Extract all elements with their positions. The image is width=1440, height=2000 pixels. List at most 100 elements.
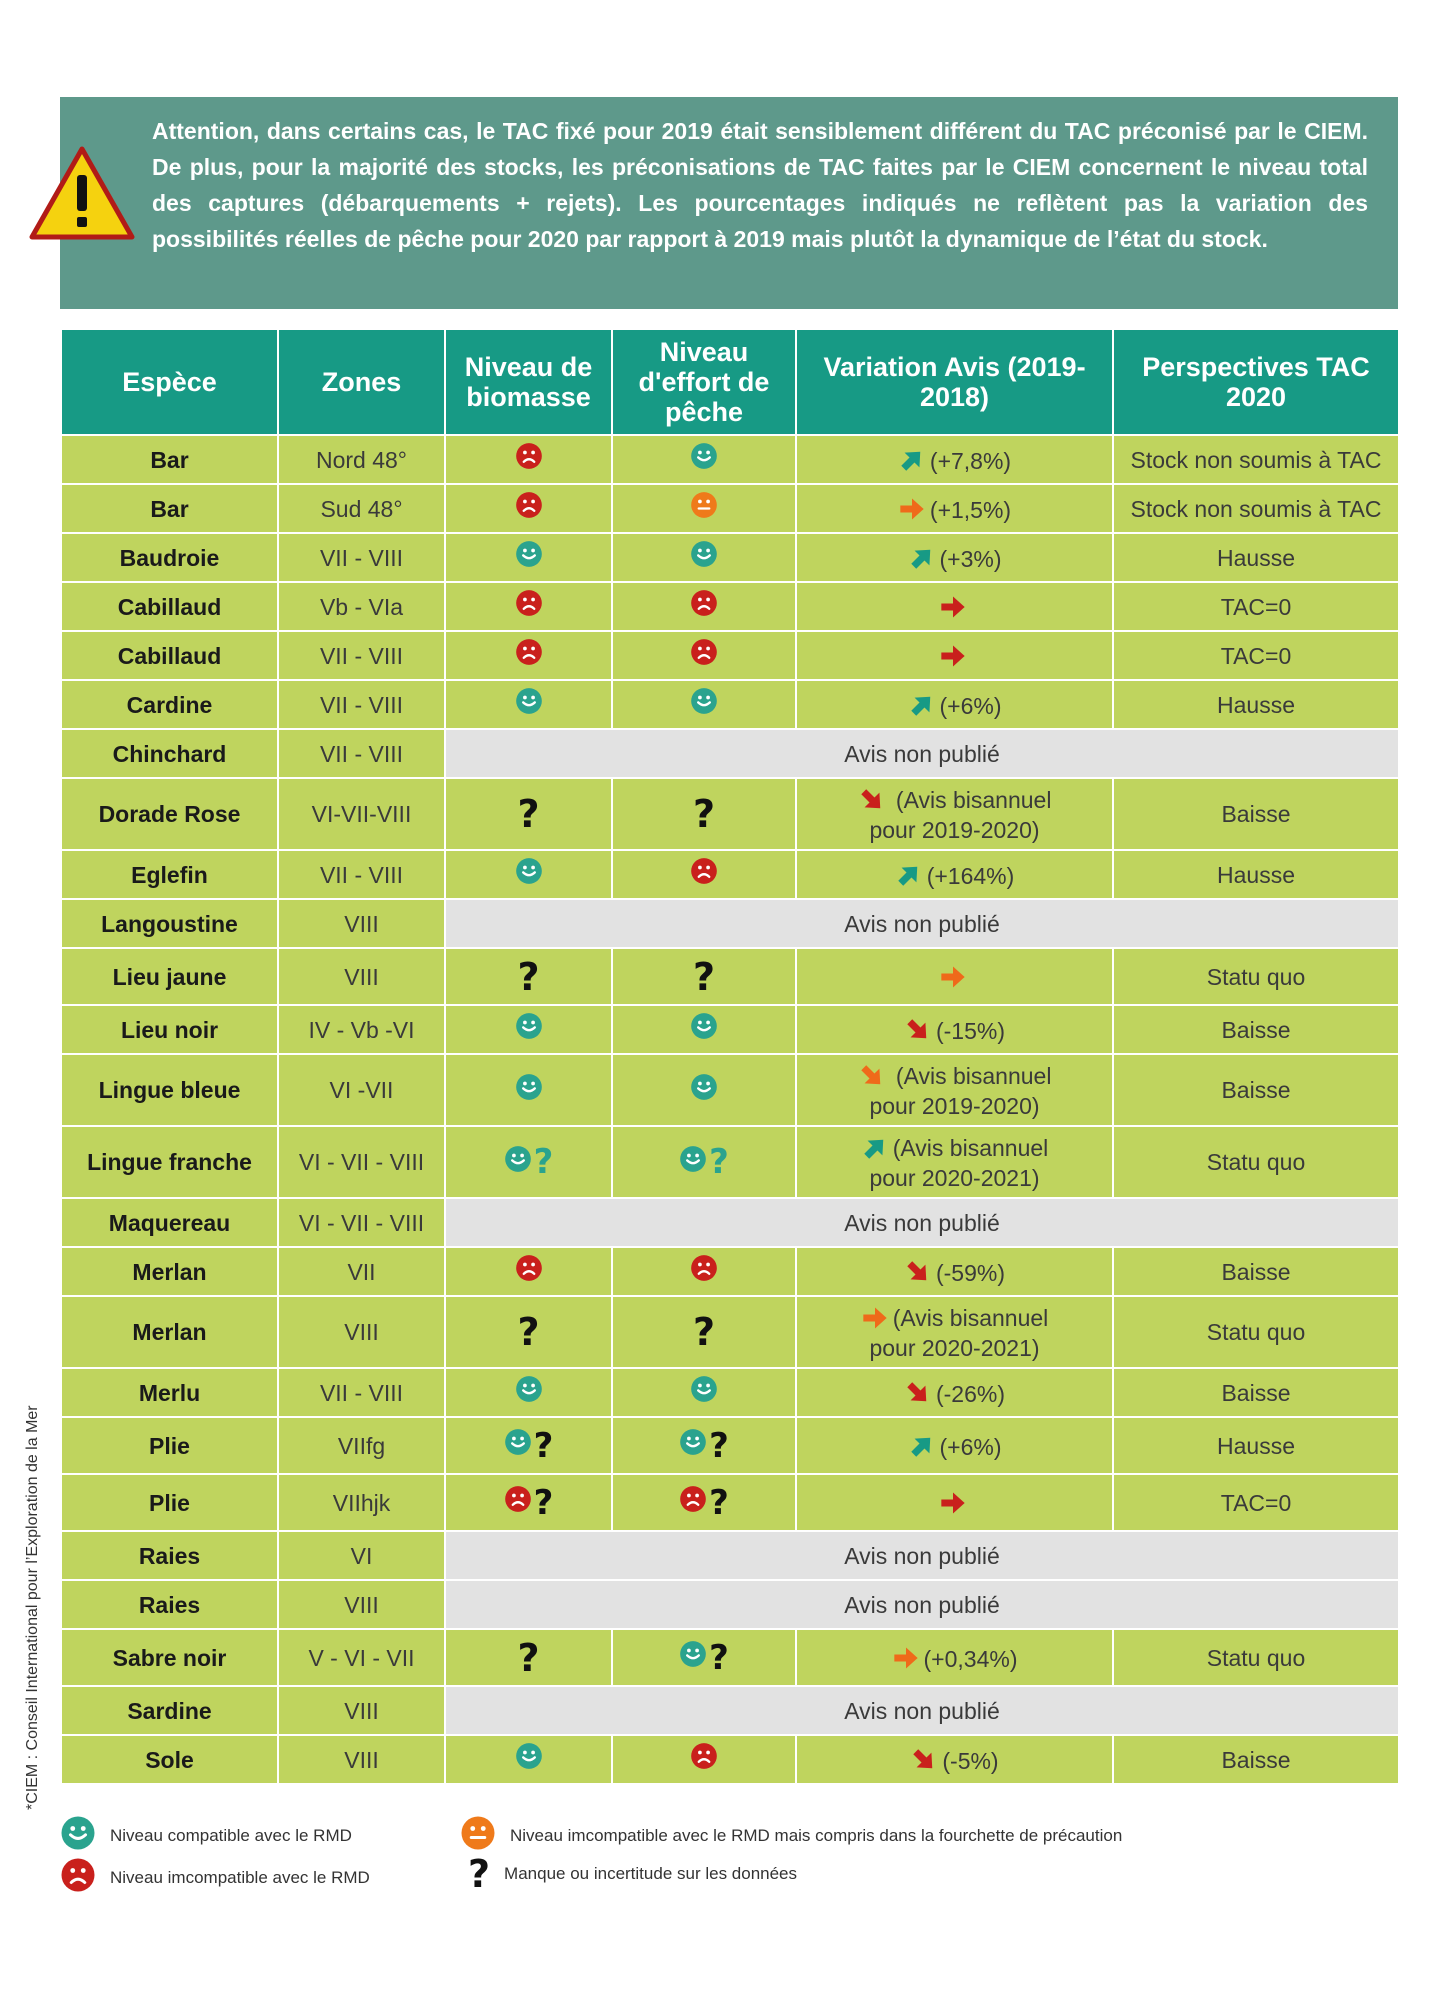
effort-cell	[611, 1004, 797, 1055]
biomass-cell	[444, 1053, 613, 1127]
species-cell: Lieu noir	[60, 1004, 279, 1055]
question-mark-icon: ?	[533, 1482, 554, 1523]
effort-cell	[611, 532, 797, 583]
table-row: Sabre noir V - VI - VII?? (+0,34%) Statu qu…	[60, 1628, 1400, 1687]
tac-cell: Hausse	[1112, 532, 1400, 583]
effort-cell: ?	[611, 1295, 797, 1369]
variation-text: (-59%)	[935, 1259, 1005, 1286]
table-row: Raies VI Avis non publié	[60, 1530, 1400, 1581]
variation-text: (+0,34%)	[923, 1645, 1018, 1672]
species-cell: Raies	[60, 1579, 279, 1630]
fish-stock-table: Espèce Zones Niveau de biomasse Niveau d…	[60, 328, 1400, 1785]
trend-arrow-up-icon	[898, 446, 930, 472]
tac-cell: Hausse	[1112, 679, 1400, 730]
effort-cell: ?	[611, 777, 797, 851]
smiley-bad-icon	[515, 491, 543, 526]
table-row: Merlu VII - VIII (-26%) Baisse	[60, 1367, 1400, 1418]
tac-cell: Statu quo	[1112, 947, 1400, 1006]
smiley-bad-icon	[690, 857, 718, 892]
table-row: Eglefin VII - VIII (+164%) Hausse	[60, 849, 1400, 900]
variation-cell: (+6%)	[795, 679, 1114, 730]
warning-box: Attention, dans certains cas, le TAC fix…	[29, 97, 1398, 309]
biomass-cell	[444, 630, 613, 681]
legend: Niveau compatible avec le RMD Niveau imc…	[60, 1815, 1398, 1915]
zone-cell: VI	[277, 1530, 446, 1581]
smiley-good-icon	[515, 1073, 543, 1108]
biomass-cell	[444, 1004, 613, 1055]
smiley-good-icon	[690, 540, 718, 575]
variation-cell: (+3%)	[795, 532, 1114, 583]
smiley-good-icon	[504, 1428, 532, 1463]
smiley-good-icon	[504, 1145, 532, 1180]
species-cell: Eglefin	[60, 849, 279, 900]
table-row: Merlan VII (-59%) Baisse	[60, 1246, 1400, 1297]
table-row: Langoustine VIII Avis non publié	[60, 898, 1400, 949]
tac-cell: Statu quo	[1112, 1125, 1400, 1199]
effort-cell	[611, 630, 797, 681]
smiley-bad-icon	[515, 442, 543, 477]
zone-cell: VII	[277, 1246, 446, 1297]
smiley-bad-icon	[515, 589, 543, 624]
effort-cell	[611, 1053, 797, 1127]
variation-text: (+7,8%)	[929, 447, 1012, 474]
variation-text: (-26%)	[935, 1380, 1005, 1407]
species-cell: Sole	[60, 1734, 279, 1785]
header-tac: Perspectives TAC 2020	[1112, 328, 1400, 436]
trend-arrow-down-icon	[904, 1016, 936, 1042]
table-row: Maquereau VI - VII - VIII Avis non publié	[60, 1197, 1400, 1248]
variation-cell: (-59%)	[795, 1246, 1114, 1297]
zone-cell: VIII	[277, 898, 446, 949]
table-row: Sardine VIII Avis non publié	[60, 1685, 1400, 1736]
zone-cell: VII - VIII	[277, 630, 446, 681]
species-cell: Plie	[60, 1473, 279, 1532]
legend-good: Niveau compatible avec le RMD	[60, 1815, 352, 1856]
species-cell: Baudroie	[60, 532, 279, 583]
variation-cell	[795, 630, 1114, 681]
variation-text-line2: pour 2020-2021)	[869, 1164, 1040, 1191]
trend-arrow-right-icon	[939, 963, 971, 989]
biomass-cell: ?	[444, 1125, 613, 1199]
species-cell: Lieu jaune	[60, 947, 279, 1006]
tac-cell: Statu quo	[1112, 1628, 1400, 1687]
biomass-cell	[444, 581, 613, 632]
variation-text: (Avis bisannuel	[892, 1304, 1049, 1331]
species-cell: Lingue bleue	[60, 1053, 279, 1127]
effort-cell	[611, 581, 797, 632]
variation-cell: (+1,5%)	[795, 483, 1114, 534]
no-advice-cell: Avis non publié	[444, 898, 1400, 949]
variation-text: (+6%)	[939, 692, 1002, 719]
tac-cell: Stock non soumis à TAC	[1112, 434, 1400, 485]
zone-cell: VII - VIII	[277, 849, 446, 900]
zone-cell: VIIfg	[277, 1416, 446, 1475]
smiley-good-icon	[679, 1145, 707, 1180]
trend-arrow-down-icon	[904, 1258, 936, 1284]
smiley-good-icon	[60, 1815, 96, 1856]
species-cell: Merlan	[60, 1246, 279, 1297]
variation-cell	[795, 1473, 1114, 1532]
table-row: Lieu jaune VIII?? Statu quo	[60, 947, 1400, 1006]
tac-cell: TAC=0	[1112, 581, 1400, 632]
tac-cell: Baisse	[1112, 1734, 1400, 1785]
smiley-bad-icon	[60, 1857, 96, 1898]
warning-text: Attention, dans certains cas, le TAC fix…	[152, 118, 1368, 252]
smiley-caution-icon	[460, 1815, 496, 1856]
tac-cell: Baisse	[1112, 1246, 1400, 1297]
zone-cell: VI - VII - VIII	[277, 1197, 446, 1248]
variation-cell	[795, 947, 1114, 1006]
smiley-bad-icon	[504, 1485, 532, 1520]
table-header-row: Espèce Zones Niveau de biomasse Niveau d…	[60, 328, 1400, 436]
zone-cell: VI -VII	[277, 1053, 446, 1127]
smiley-good-icon	[515, 687, 543, 722]
table-row: Plie VIIfg?? (+6%) Hausse	[60, 1416, 1400, 1475]
tac-cell: TAC=0	[1112, 630, 1400, 681]
smiley-good-icon	[679, 1640, 707, 1675]
no-advice-cell: Avis non publié	[444, 1530, 1400, 1581]
species-cell: Sardine	[60, 1685, 279, 1736]
legend-bad: Niveau imcompatible avec le RMD	[60, 1857, 370, 1898]
effort-cell	[611, 434, 797, 485]
smiley-good-icon	[515, 1012, 543, 1047]
table-body: Bar Nord 48° (+7,8%) Stock non soumis à TAC…	[60, 434, 1400, 1785]
variation-cell: (Avis bisannuel pour 2020-2021)	[795, 1295, 1114, 1369]
effort-cell: ?	[611, 1125, 797, 1199]
zone-cell: Sud 48°	[277, 483, 446, 534]
